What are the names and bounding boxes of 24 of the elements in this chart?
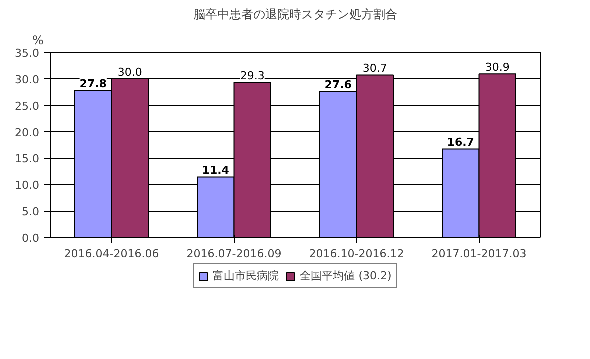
y-tick-label: 10.0 xyxy=(15,179,40,192)
legend-label: 富山市民病院 xyxy=(213,268,280,284)
x-tick-label: 2016.10-2016.12 xyxy=(309,248,404,260)
y-tick-label: 35.0 xyxy=(15,47,40,60)
y-tick-label: 0.0 xyxy=(22,232,40,245)
y-tick-label: 15.0 xyxy=(15,152,40,166)
data-label: 30.7 xyxy=(362,62,388,76)
x-tick-label: 2017.01-2017.03 xyxy=(432,248,527,260)
data-label: 16.7 xyxy=(447,136,474,150)
y-axis-title: % xyxy=(32,34,44,48)
y-tick-label: 20.0 xyxy=(15,126,40,140)
legend-label: 全国平均値 (30.2) xyxy=(300,268,392,284)
data-label: 30.9 xyxy=(485,61,510,74)
data-label: 27.6 xyxy=(324,78,352,92)
data-label: 30.0 xyxy=(118,66,142,79)
y-tick-label: 30.0 xyxy=(15,73,40,86)
chart-title: 脳卒中患者の退院時スタチン処方割合 xyxy=(194,8,398,22)
y-tick-label: 25.0 xyxy=(15,100,40,113)
y-tick-label: 5.0 xyxy=(22,206,40,219)
data-label: 29.3 xyxy=(240,70,265,83)
data-label: 11.4 xyxy=(202,164,230,178)
x-tick-label: 2016.07-2016.09 xyxy=(186,248,282,260)
x-tick-label: 2016.04-2016.06 xyxy=(64,248,160,260)
data-label: 27.8 xyxy=(80,78,107,91)
